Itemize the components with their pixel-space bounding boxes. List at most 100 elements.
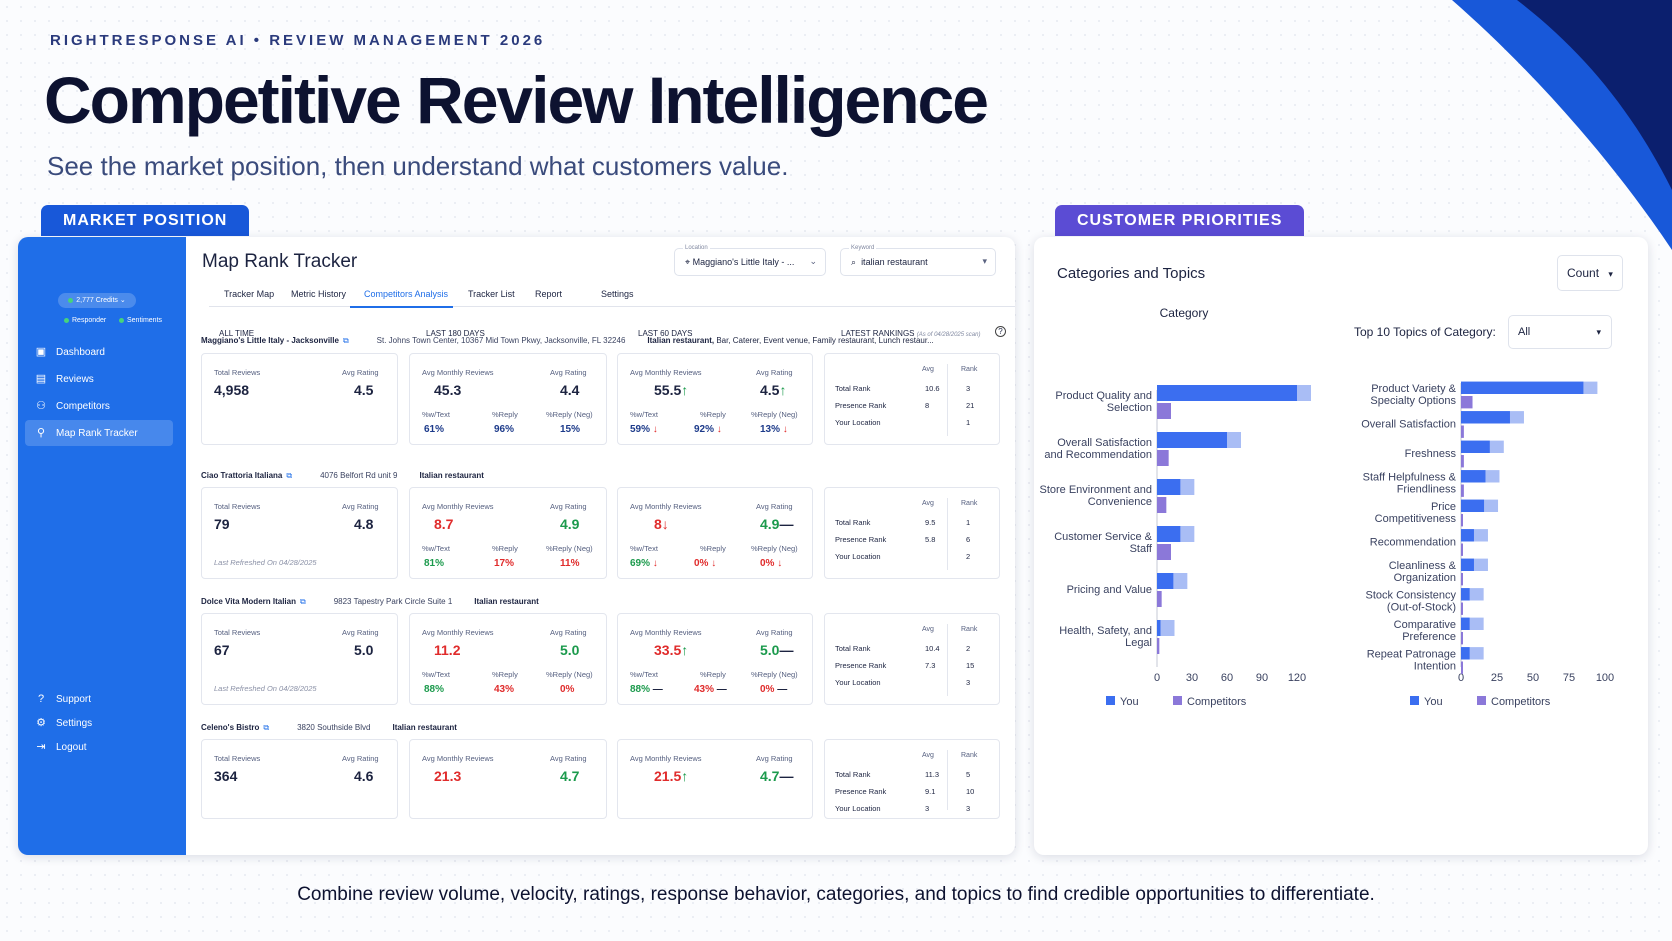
- w-text-label: %w/Text: [630, 670, 658, 679]
- tab-tracker-map[interactable]: Tracker Map: [224, 289, 275, 299]
- sidebar-item-reviews[interactable]: ▤ Reviews: [25, 366, 173, 392]
- legend-competitors: Competitors: [1491, 696, 1551, 708]
- avg-rating-value: 4.6: [354, 768, 374, 784]
- avg-monthly-value: 45.3: [434, 382, 462, 398]
- avg-monthly-label: Avg Monthly Reviews: [422, 502, 494, 511]
- active-tab-indicator: [350, 306, 453, 308]
- bar-you: [1157, 620, 1161, 636]
- category-label: Customer Service &: [1054, 531, 1152, 543]
- credits-badge[interactable]: 2,777 Credits ⌄: [58, 293, 136, 308]
- avg-col-label: Avg: [922, 752, 934, 759]
- x-tick-label: 0: [1458, 672, 1464, 684]
- dashboard-icon: ▣: [35, 346, 47, 358]
- count-select[interactable]: Count ▾: [1557, 255, 1623, 291]
- bar-competitors: [1461, 602, 1463, 615]
- category-label: Preference: [1402, 631, 1456, 643]
- presence-rank-label: Presence Rank: [835, 661, 887, 670]
- reply-value: 92% ↓: [694, 424, 722, 435]
- category-label: Staff: [1130, 543, 1153, 555]
- tab-tracker-list[interactable]: Tracker List: [468, 289, 515, 299]
- reviews-icon: ▤: [35, 373, 47, 385]
- x-tick-label: 50: [1527, 672, 1539, 684]
- chevron-down-icon: ⌄: [809, 256, 817, 266]
- category-label: Health, Safety, and: [1059, 625, 1152, 637]
- reply-neg-value: 0% —: [760, 684, 788, 695]
- categories-topics-panel: Categories and Topics Count ▾ All ▾ Cate…: [1034, 237, 1648, 855]
- external-link-icon[interactable]: ⧉: [286, 471, 293, 480]
- reply-neg-value: 0% ↓: [760, 558, 783, 569]
- total-reviews-label: Total Reviews: [214, 368, 261, 377]
- topics-chart-label: Top 10 Topics of Category:: [1354, 325, 1496, 339]
- external-link-icon[interactable]: ⧉: [342, 336, 349, 345]
- col-latest-rankings: LATEST RANKINGS (As of 04/28/2025 scan): [841, 329, 981, 338]
- presence-rank-avg: 7.3: [925, 661, 936, 670]
- location-select[interactable]: Location ⌖ Maggiano's Little Italy - ...…: [674, 245, 826, 276]
- category-label: Intention: [1414, 661, 1456, 673]
- total-rank-avg: 10.6: [925, 384, 940, 393]
- your-location-label: Your Location: [835, 804, 881, 813]
- avg-monthly-label: Avg Monthly Reviews: [630, 502, 702, 511]
- topic-category-select[interactable]: All ▾: [1508, 315, 1612, 349]
- presence-rank-avg: 5.8: [925, 535, 936, 544]
- reply-neg-value: 15%: [560, 424, 581, 435]
- reply-label: %Reply: [700, 670, 726, 679]
- competitor-name[interactable]: Maggiano's Little Italy - Jacksonville: [201, 336, 339, 345]
- external-link-icon[interactable]: ⧉: [263, 723, 270, 732]
- sidebar-item-support[interactable]: ? Support: [25, 686, 173, 712]
- tab-report[interactable]: Report: [535, 289, 563, 299]
- bar-you: [1157, 573, 1174, 589]
- tab-settings[interactable]: Settings: [601, 289, 634, 299]
- rank-col-label: Rank: [961, 366, 978, 373]
- caret-down-icon: ▾: [982, 256, 987, 266]
- total-rank-label: Total Rank: [835, 384, 871, 393]
- sidebar-item-dashboard[interactable]: ▣ Dashboard: [25, 339, 173, 365]
- reply-neg-label: %Reply (Neg): [546, 670, 593, 679]
- last-refreshed: Last Refreshed On 04/28/2025: [214, 558, 317, 567]
- competitor-name[interactable]: Dolce Vita Modern Italian: [201, 597, 296, 606]
- reply-neg-label: %Reply (Neg): [751, 670, 798, 679]
- total-reviews-value: 4,958: [214, 382, 250, 398]
- avg-monthly-value: 11.2: [434, 642, 461, 658]
- reply-value: 43%: [494, 684, 515, 695]
- reply-label: %Reply: [492, 410, 518, 419]
- reply-label: %Reply: [492, 670, 518, 679]
- total-reviews-value: 67: [214, 642, 230, 658]
- tab-metric-history[interactable]: Metric History: [291, 289, 347, 299]
- x-tick-label: 75: [1563, 672, 1575, 684]
- sidebar-item-competitors[interactable]: ⚇ Competitors: [25, 393, 173, 419]
- x-tick-label: 0: [1154, 672, 1160, 684]
- competitor-name[interactable]: Ciao Trattoria Italiana: [201, 471, 283, 480]
- reply-value: 0% ↓: [694, 558, 717, 569]
- help-icon[interactable]: ?: [995, 326, 1006, 337]
- sidebar-item-map-rank-tracker[interactable]: ⚲ Map Rank Tracker: [25, 420, 173, 446]
- support-icon: ?: [37, 693, 45, 705]
- bar-competitors: [1461, 396, 1473, 409]
- external-link-icon[interactable]: ⧉: [299, 597, 306, 606]
- bar-you: [1461, 440, 1490, 453]
- total-reviews-value: 364: [214, 768, 238, 784]
- customer-priorities-pill: CUSTOMER PRIORITIES: [1055, 205, 1305, 236]
- settings-icon: ⚙: [36, 717, 46, 729]
- x-tick-label: 90: [1256, 672, 1268, 684]
- avg-col-label: Avg: [922, 366, 934, 373]
- avg-rating-value: 4.9—: [760, 516, 794, 532]
- presence-rank-label: Presence Rank: [835, 787, 887, 796]
- competitor-name[interactable]: Celeno's Bistro: [201, 723, 260, 732]
- bar-you-shadow: [1157, 620, 1175, 636]
- avg-rating-label: Avg Rating: [550, 628, 587, 637]
- reply-value: 17%: [494, 558, 515, 569]
- bar-competitors: [1461, 543, 1463, 556]
- w-text-label: %w/Text: [630, 544, 658, 553]
- total-reviews-label: Total Reviews: [214, 502, 261, 511]
- bar-competitors: [1461, 425, 1464, 438]
- total-rank-avg: 10.4: [925, 644, 940, 653]
- tab-competitors-analysis[interactable]: Competitors Analysis: [364, 289, 449, 299]
- avg-monthly-label: Avg Monthly Reviews: [630, 754, 702, 763]
- category-label: Friendliness: [1397, 484, 1457, 496]
- keyword-select[interactable]: Keyword ⌕ italian restaurant ▾: [840, 245, 996, 276]
- avg-rating-label: Avg Rating: [550, 368, 587, 377]
- sidebar-item-settings[interactable]: ⚙ Settings: [25, 710, 173, 736]
- sidebar-item-logout[interactable]: ⇥ Logout: [25, 734, 173, 760]
- avg-rating-value: 4.7: [560, 768, 580, 784]
- avg-monthly-label: Avg Monthly Reviews: [422, 368, 494, 377]
